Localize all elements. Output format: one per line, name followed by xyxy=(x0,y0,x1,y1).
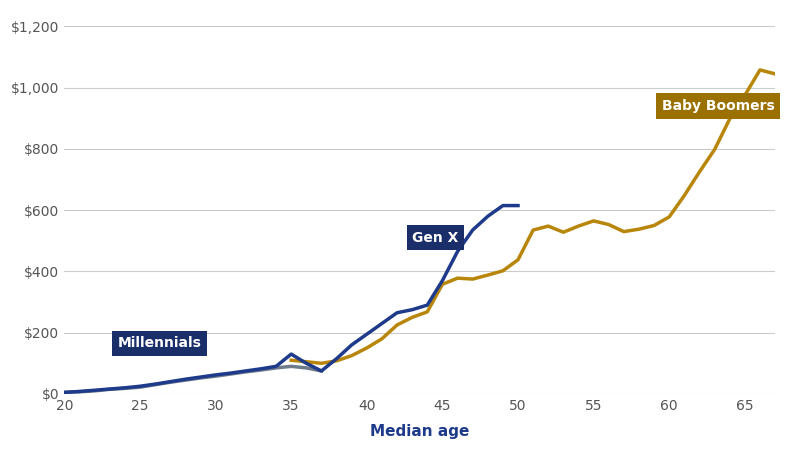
Text: Millennials: Millennials xyxy=(118,337,201,351)
Text: Baby Boomers: Baby Boomers xyxy=(662,99,774,113)
Text: Gen X: Gen X xyxy=(412,231,458,245)
X-axis label: Median age: Median age xyxy=(370,424,470,439)
